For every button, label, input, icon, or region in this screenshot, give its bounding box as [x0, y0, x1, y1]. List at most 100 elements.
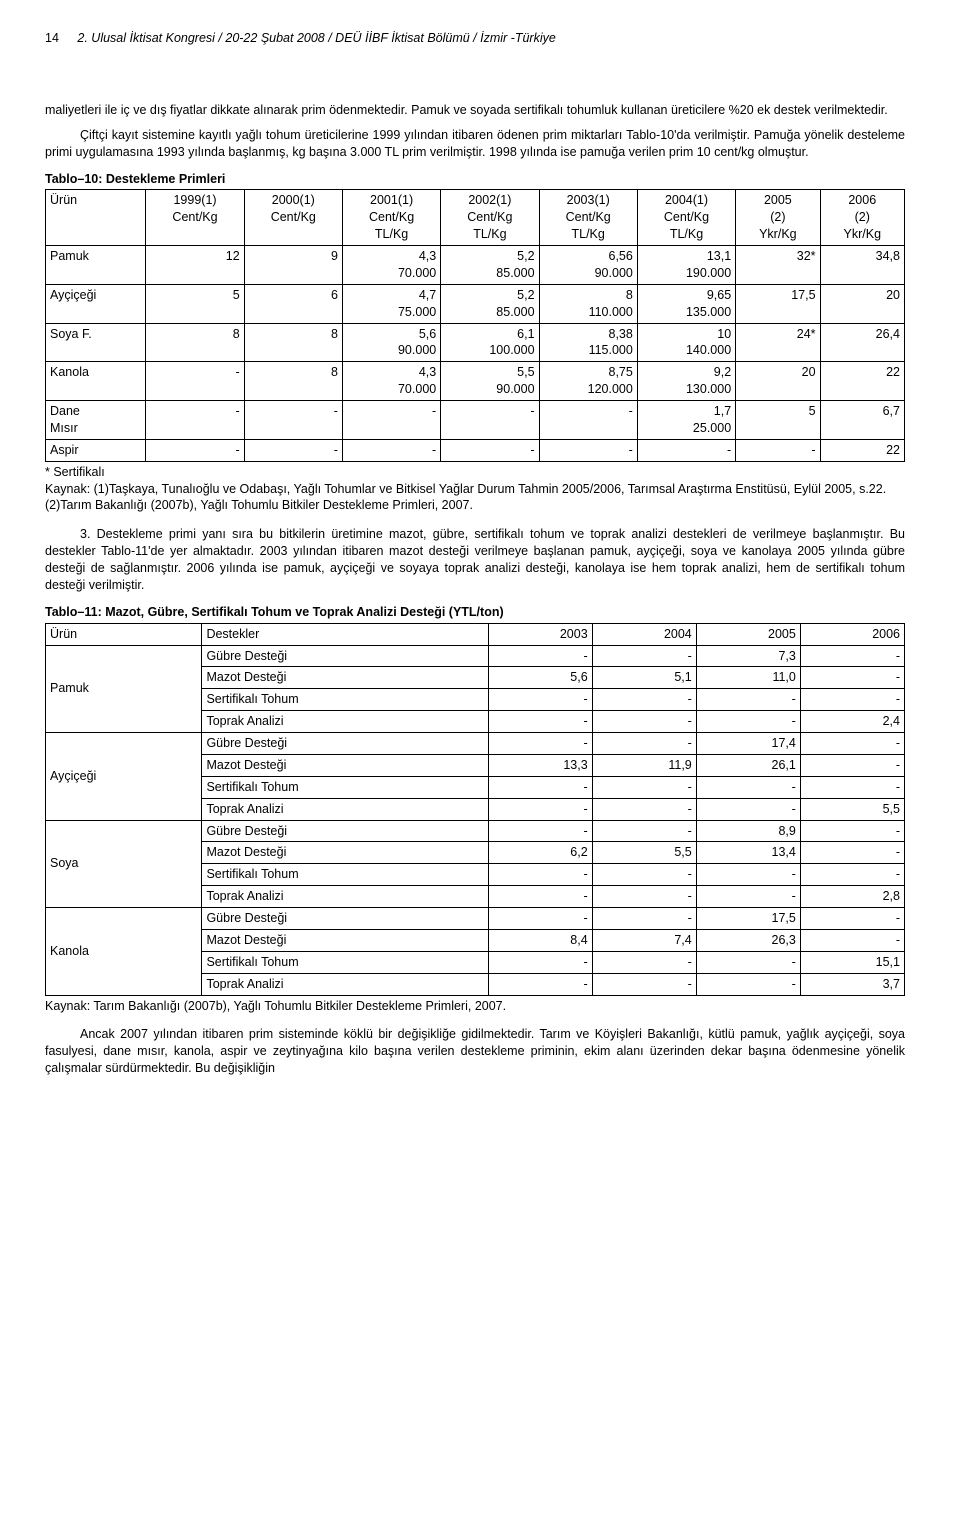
table10-cell: 8,38115.000 [539, 323, 637, 362]
table10-cell: 20 [736, 362, 820, 401]
table11-cell: 15,1 [800, 951, 904, 973]
table10-cell: 4,370.000 [342, 362, 440, 401]
table11-cell: 7,4 [592, 929, 696, 951]
page-number: 14 [45, 30, 59, 47]
table11-cell: - [592, 973, 696, 995]
table11-cell: - [488, 908, 592, 930]
table10-cell: 4,775.000 [342, 284, 440, 323]
table10-cell: 6,7 [820, 401, 904, 440]
table10-cell: 6,1100.000 [441, 323, 539, 362]
table10-header-cell: Ürün [46, 190, 146, 246]
table11-cell: - [696, 864, 800, 886]
table11-title: Tablo–11: Mazot, Gübre, Sertifikalı Tohu… [45, 604, 905, 621]
table10-cell: Kanola [46, 362, 146, 401]
table11-cell: - [800, 776, 904, 798]
table11-cell: - [488, 886, 592, 908]
table11-cell: - [488, 820, 592, 842]
table10-cell: 5,690.000 [342, 323, 440, 362]
table11-cell: Sertifikalı Tohum [202, 864, 488, 886]
table11-header-cell: 2003 [488, 623, 592, 645]
table11-cell: 13,3 [488, 754, 592, 776]
table11-cell: 26,3 [696, 929, 800, 951]
table11-cell: 8,9 [696, 820, 800, 842]
table10-cell: Pamuk [46, 246, 146, 285]
table10-header-cell: 1999(1)Cent/Kg [146, 190, 244, 246]
table11-cell: 26,1 [696, 754, 800, 776]
table11-cell: - [488, 776, 592, 798]
table10-cell: 34,8 [820, 246, 904, 285]
table10-header-cell: 2001(1)Cent/KgTL/Kg [342, 190, 440, 246]
table-row: Kanola-84,370.0005,590.0008,75120.0009,2… [46, 362, 905, 401]
paragraph-2: Çiftçi kayıt sistemine kayıtlı yağlı toh… [45, 127, 905, 161]
table11-cell: - [696, 951, 800, 973]
table10-cell: Aspir [46, 439, 146, 461]
table10-header-cell: 2004(1)Cent/KgTL/Kg [637, 190, 735, 246]
table10-cell: 8 [244, 323, 342, 362]
table11-cell: - [696, 886, 800, 908]
page-header: 14 2. Ulusal İktisat Kongresi / 20-22 Şu… [45, 30, 905, 47]
table10-cell: 4,370.000 [342, 246, 440, 285]
table11-cell: - [800, 820, 904, 842]
table11-cell: 17,4 [696, 733, 800, 755]
table11-cell: - [800, 733, 904, 755]
table11-cell: - [696, 973, 800, 995]
table11-cell: Gübre Desteği [202, 733, 488, 755]
table11-cell: - [592, 711, 696, 733]
table10-cell: Soya F. [46, 323, 146, 362]
table-row: Soya F.885,690.0006,1100.0008,38115.0001… [46, 323, 905, 362]
table11-cell: - [592, 776, 696, 798]
table11-cell: - [488, 951, 592, 973]
table10-cell: 9,65135.000 [637, 284, 735, 323]
table11-cell: 5,1 [592, 667, 696, 689]
table11-header-cell: Ürün [46, 623, 202, 645]
table10-cell: 12 [146, 246, 244, 285]
table10-cell: 5,590.000 [441, 362, 539, 401]
table11-cell: - [800, 864, 904, 886]
table11-cell: - [488, 864, 592, 886]
table10-header-cell: 2000(1)Cent/Kg [244, 190, 342, 246]
table10-cell: 10140.000 [637, 323, 735, 362]
table10-note-text: * Sertifikalı [45, 465, 105, 479]
table10-cell: 5 [146, 284, 244, 323]
table10-cell: - [342, 401, 440, 440]
table11-cell: - [592, 886, 696, 908]
table-row: Pamuk1294,370.0005,285.0006,5690.00013,1… [46, 246, 905, 285]
paragraph-3: 3. Destekleme primi yanı sıra bu bitkile… [45, 526, 905, 594]
table10-cell: 8 [146, 323, 244, 362]
table11-cell: - [592, 733, 696, 755]
table11-cell: Gübre Desteği [202, 645, 488, 667]
table10-cell: 5,285.000 [441, 246, 539, 285]
table10-cell: 32* [736, 246, 820, 285]
table11-cell: - [800, 929, 904, 951]
table10-cell: - [441, 401, 539, 440]
table11-cell: Mazot Desteği [202, 754, 488, 776]
table11-cell: - [592, 951, 696, 973]
table10-cell: - [146, 439, 244, 461]
table11-cell: - [696, 798, 800, 820]
table10-cell: DaneMısır [46, 401, 146, 440]
table10-header-cell: 2006(2)Ykr/Kg [820, 190, 904, 246]
table11-cell: - [800, 754, 904, 776]
table10-cell: - [539, 401, 637, 440]
table11-cell: - [592, 689, 696, 711]
table11-header-cell: 2004 [592, 623, 696, 645]
table11-cell: - [696, 711, 800, 733]
table10-cell: 8110.000 [539, 284, 637, 323]
table-row: PamukGübre Desteği--7,3- [46, 645, 905, 667]
table11-group-cell: Kanola [46, 908, 202, 996]
table11-header-cell: Destekler [202, 623, 488, 645]
table11-group-cell: Ayçiçeği [46, 733, 202, 821]
table10-cell: 5 [736, 401, 820, 440]
table11-cell: Gübre Desteği [202, 908, 488, 930]
table10-cell: 1,725.000 [637, 401, 735, 440]
table11-cell: - [592, 820, 696, 842]
table-row: Ayçiçeği564,775.0005,285.0008110.0009,65… [46, 284, 905, 323]
table11-cell: 8,4 [488, 929, 592, 951]
table10-cell: 26,4 [820, 323, 904, 362]
table11-cell: - [488, 645, 592, 667]
table11-cell: Toprak Analizi [202, 973, 488, 995]
table11-cell: - [800, 689, 904, 711]
table10-cell: - [441, 439, 539, 461]
table10-cell: Ayçiçeği [46, 284, 146, 323]
table10-title: Tablo–10: Destekleme Primleri [45, 171, 905, 188]
